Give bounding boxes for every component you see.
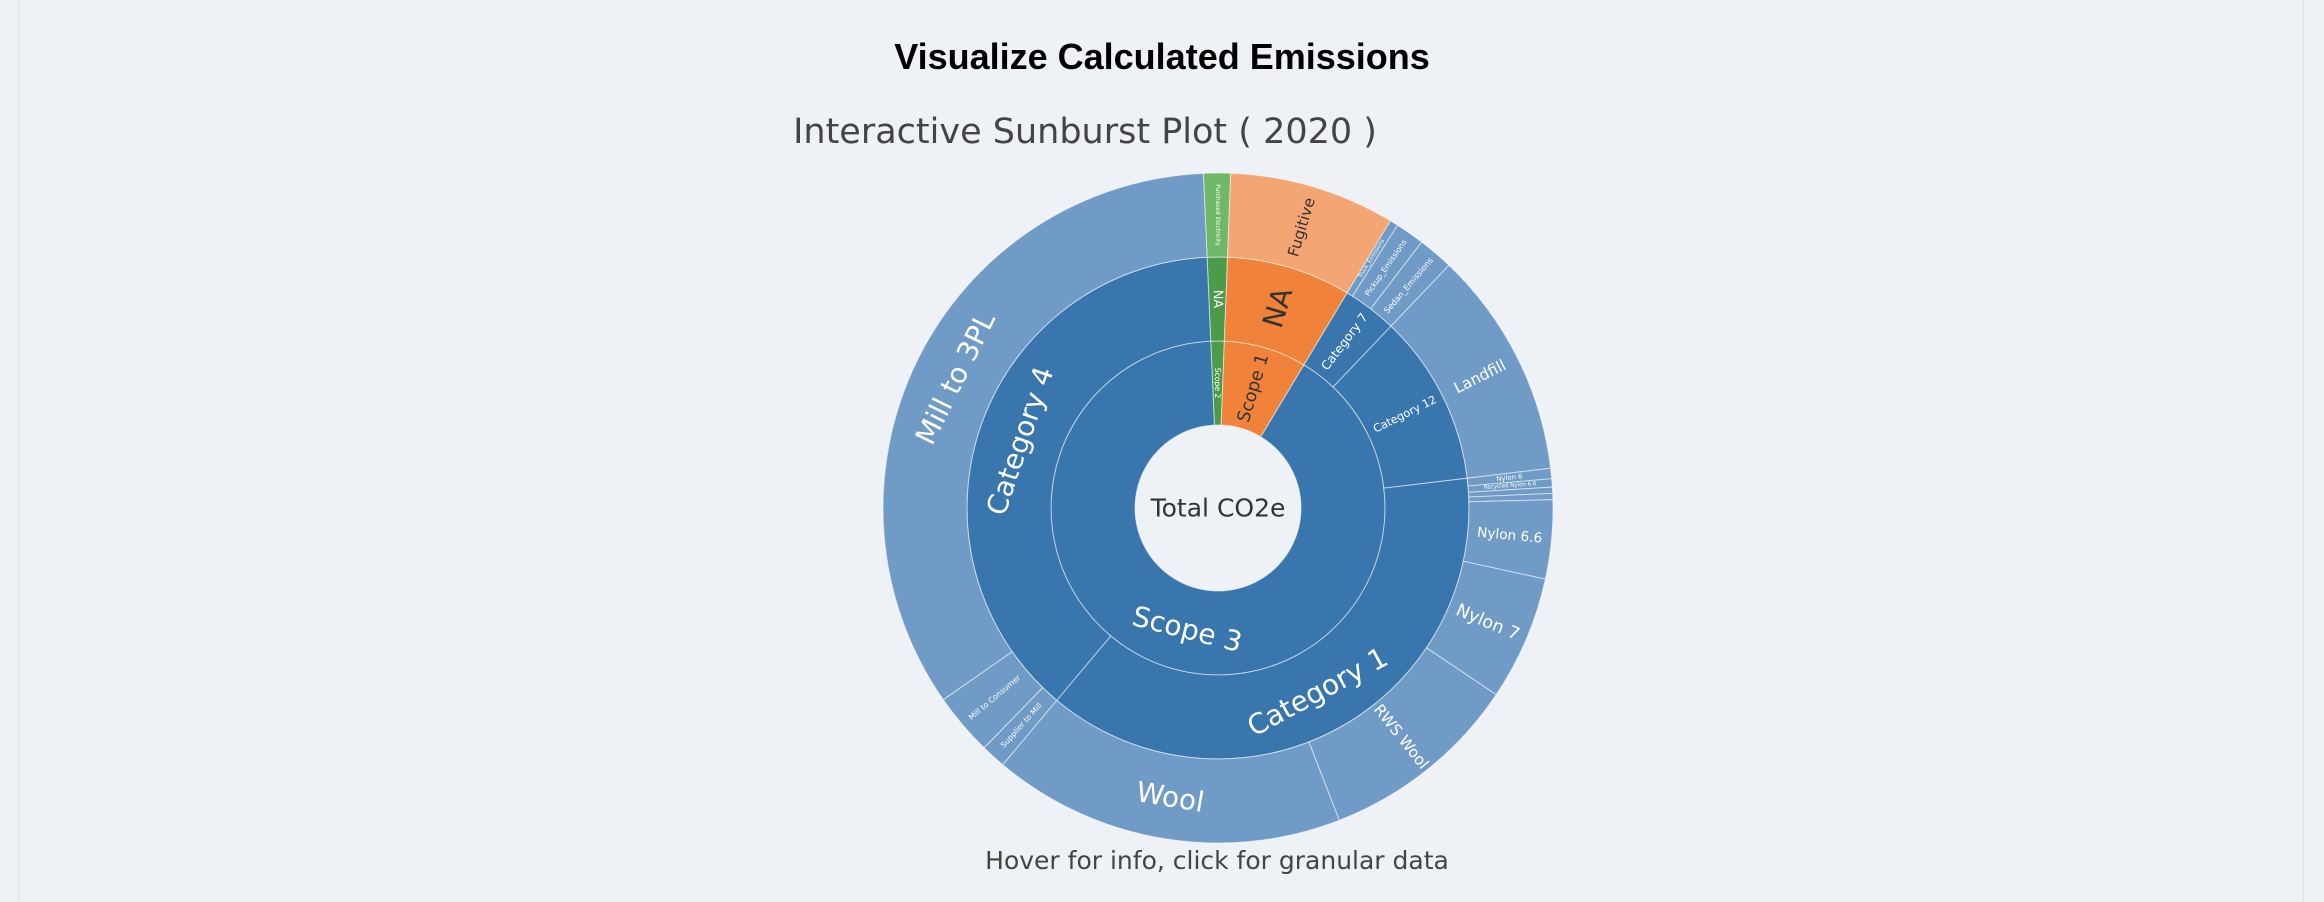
chart-caption: Hover for info, click for granular data xyxy=(985,846,1449,875)
label-purchased-electricity: Purchased Electricity xyxy=(1214,184,1220,246)
label-nylon-6-6: Nylon 6.6 xyxy=(1476,525,1543,547)
segment-total-co2e[interactable] xyxy=(1135,425,1301,591)
page-frame xyxy=(18,0,2304,902)
label-na: NA xyxy=(1210,290,1225,309)
segment-mill-to-3pl[interactable] xyxy=(882,172,1208,701)
label-nylon-6: Nylon 6 xyxy=(1496,472,1523,483)
page-heading: Visualize Calculated Emissions xyxy=(894,36,1430,77)
label-scope-2: Scope 2 xyxy=(1213,368,1222,399)
label-total-co2e: Total CO2e xyxy=(1150,494,1286,523)
label-recycled-nylon-6-6: Recycled Nylon 6.6 xyxy=(1484,481,1537,491)
chart-title: Interactive Sunburst Plot ( 2020 ) xyxy=(793,112,1377,152)
